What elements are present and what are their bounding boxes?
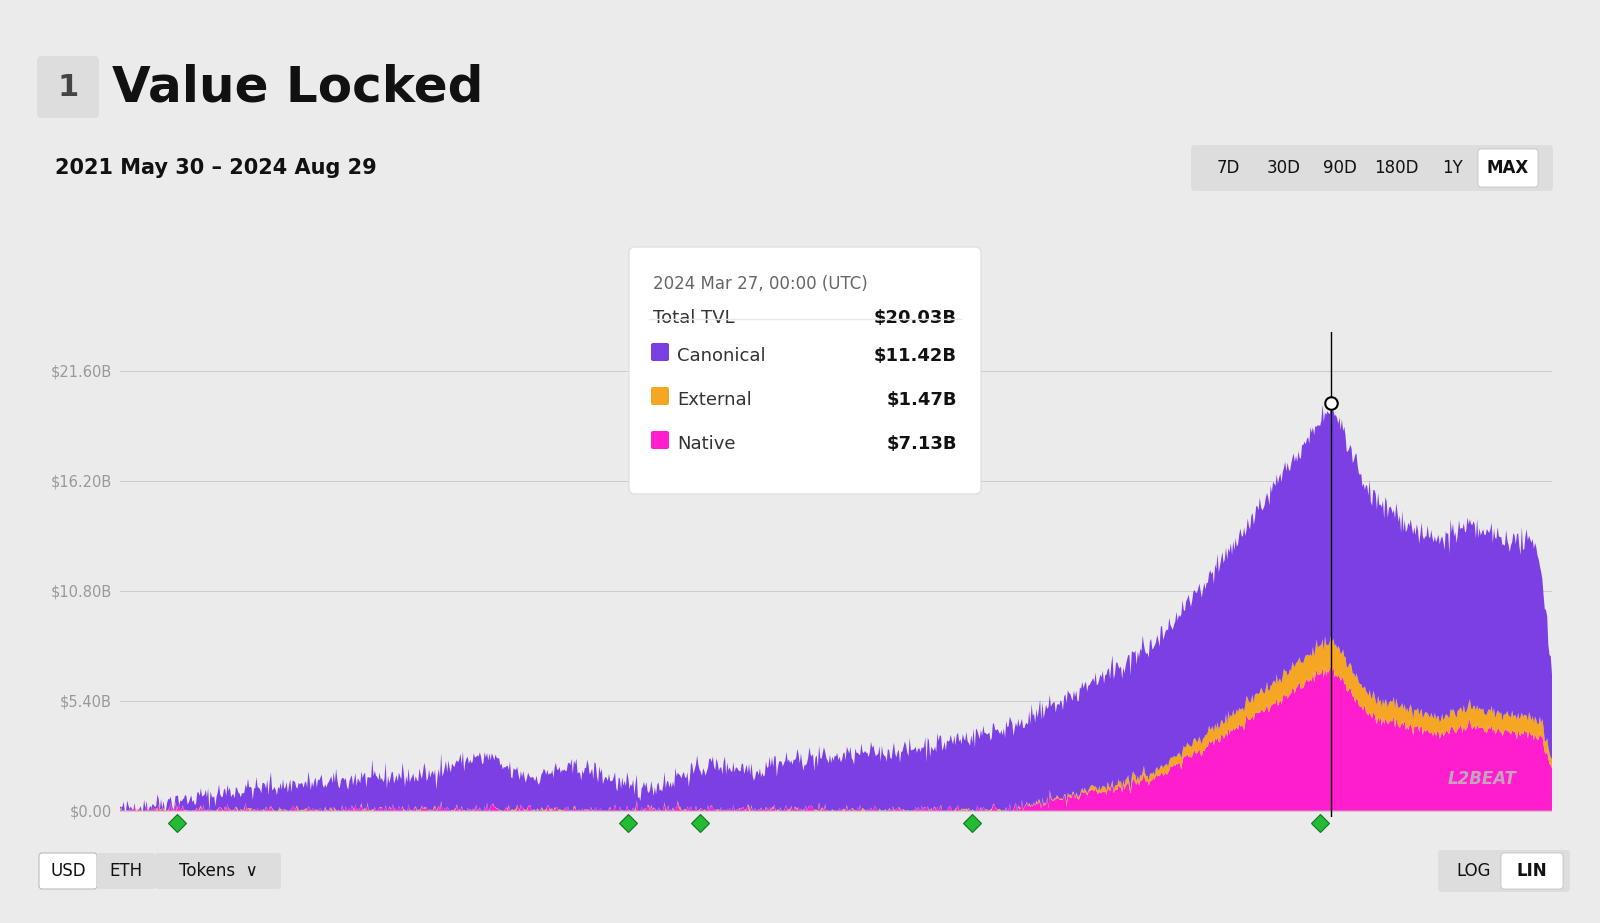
Text: LOG: LOG	[1456, 862, 1491, 880]
Text: Native: Native	[677, 435, 736, 453]
FancyBboxPatch shape	[38, 853, 98, 889]
Text: 1Y: 1Y	[1442, 159, 1462, 177]
Text: 180D: 180D	[1374, 159, 1418, 177]
FancyBboxPatch shape	[1190, 145, 1554, 191]
Text: $7.13B: $7.13B	[886, 435, 957, 453]
FancyBboxPatch shape	[651, 431, 669, 449]
Text: MAX: MAX	[1486, 159, 1530, 177]
Text: Total TVL: Total TVL	[653, 309, 734, 327]
Text: ETH: ETH	[109, 862, 142, 880]
Text: Value Locked: Value Locked	[112, 63, 483, 111]
Text: $20.03B: $20.03B	[874, 309, 957, 327]
FancyBboxPatch shape	[1478, 149, 1538, 187]
Text: $11.42B: $11.42B	[874, 347, 957, 365]
Text: USD: USD	[50, 862, 86, 880]
Text: 2024 Mar 27, 00:00 (UTC): 2024 Mar 27, 00:00 (UTC)	[653, 275, 867, 293]
Text: 30D: 30D	[1267, 159, 1301, 177]
FancyBboxPatch shape	[651, 343, 669, 361]
Text: L2BEAT: L2BEAT	[1448, 770, 1517, 788]
FancyBboxPatch shape	[1501, 853, 1563, 889]
FancyBboxPatch shape	[1438, 850, 1570, 892]
Text: $1.47B: $1.47B	[886, 391, 957, 409]
FancyBboxPatch shape	[651, 387, 669, 405]
FancyBboxPatch shape	[629, 247, 981, 494]
Text: Tokens  ∨: Tokens ∨	[179, 862, 258, 880]
Text: External: External	[677, 391, 752, 409]
Text: 90D: 90D	[1323, 159, 1357, 177]
FancyBboxPatch shape	[37, 56, 99, 118]
Text: 1: 1	[58, 73, 78, 102]
Text: Canonical: Canonical	[677, 347, 766, 365]
Text: 7D: 7D	[1216, 159, 1240, 177]
Text: LIN: LIN	[1517, 862, 1547, 880]
FancyBboxPatch shape	[98, 853, 155, 889]
FancyBboxPatch shape	[155, 853, 282, 889]
Text: 2021 May 30 – 2024 Aug 29: 2021 May 30 – 2024 Aug 29	[54, 158, 376, 178]
